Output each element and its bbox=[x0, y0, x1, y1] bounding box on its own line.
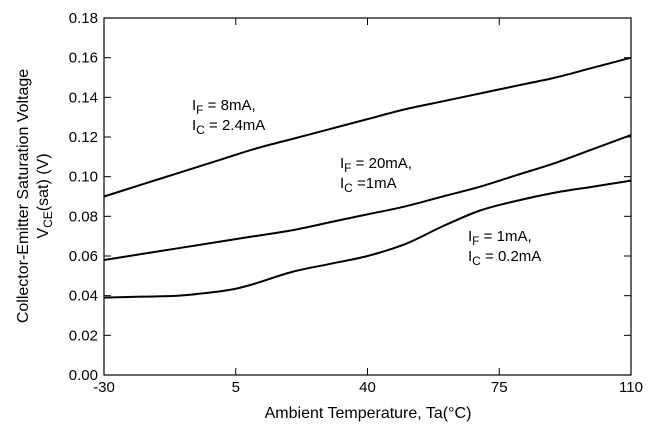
series-annotations: IF = 8mA,IC = 2.4mA IF = 20mA,IC =1mA IF =… bbox=[192, 97, 541, 268]
y-tick-label: 0.12 bbox=[69, 129, 98, 146]
y-axis-title: Collector-Emitter Saturation Voltage VCE… bbox=[15, 69, 55, 323]
series-line-3 bbox=[103, 179, 632, 299]
y-axis-title-subscript: CE bbox=[41, 211, 55, 228]
data-curves bbox=[103, 56, 632, 299]
series-label-3-line-1: IF = 1mA, bbox=[468, 228, 532, 248]
x-tick-label: 75 bbox=[491, 379, 508, 396]
series-label-1-line-2: IC = 2.4mA bbox=[192, 117, 265, 137]
y-tick-label: 0.08 bbox=[69, 208, 98, 225]
y-axis-title-line1: Collector-Emitter Saturation Voltage bbox=[15, 69, 32, 323]
x-tick-label: 110 bbox=[619, 379, 643, 396]
y-tick-label: 0.06 bbox=[69, 248, 98, 265]
series-line-1 bbox=[103, 56, 632, 198]
y-tick-label: 0.16 bbox=[69, 50, 98, 67]
y-tick-label: 0.00 bbox=[69, 367, 98, 384]
y-tick-label: 0.14 bbox=[69, 89, 98, 106]
series-label-2-line-2: IC =1mA bbox=[340, 175, 397, 195]
series-line-2 bbox=[103, 134, 632, 261]
y-tick-label: 0.04 bbox=[69, 288, 98, 305]
x-axis-ticks: -30 5 40 75 110 bbox=[93, 18, 643, 396]
x-axis-title: Ambient Temperature, Ta(°C) bbox=[265, 405, 472, 422]
y-axis-ticks: 0.00 0.02 0.04 0.06 0.08 0.10 0.12 0.14 0.16 0.18 bbox=[69, 10, 631, 384]
y-tick-label: 0.18 bbox=[69, 10, 98, 27]
series-label-3-line-2: IC = 0.2mA bbox=[468, 248, 541, 268]
y-axis-title-v: V bbox=[35, 228, 52, 239]
x-tick-label: 5 bbox=[232, 379, 240, 396]
x-tick-label: 40 bbox=[359, 379, 376, 396]
y-tick-label: 0.10 bbox=[69, 169, 98, 186]
x-tick-label: -30 bbox=[93, 379, 115, 396]
y-axis-title-line2: VCE(sat) (V) bbox=[35, 153, 55, 238]
series-label-2-line-1: IF = 20mA, bbox=[340, 155, 412, 175]
plot-frame bbox=[103, 17, 632, 376]
y-tick-label: 0.02 bbox=[69, 327, 98, 344]
y-axis-title-rest: (sat) (V) bbox=[35, 153, 52, 211]
series-label-1-line-1: IF = 8mA, bbox=[192, 97, 256, 117]
